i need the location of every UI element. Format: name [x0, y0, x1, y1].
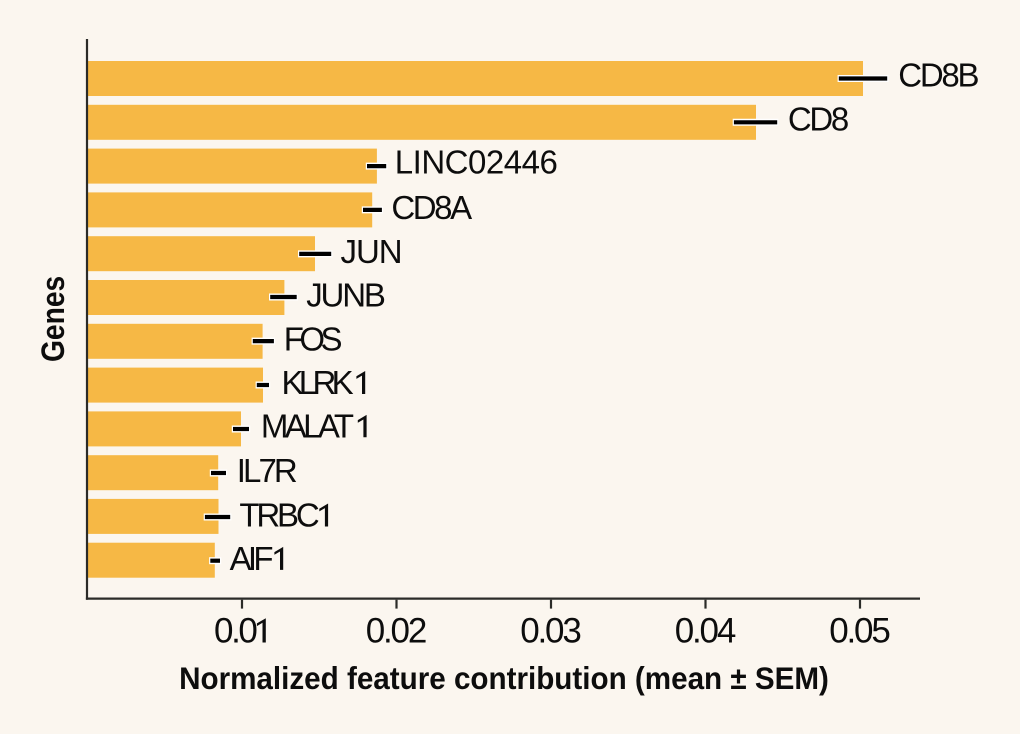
svg-text:MALAT: MALAT: [261, 407, 354, 444]
svg-text:0.02: 0.02: [366, 612, 428, 651]
svg-text:CD8A: CD8A: [391, 189, 472, 226]
svg-text:Genes: Genes: [35, 276, 71, 362]
svg-text:LINC02446: LINC02446: [395, 143, 558, 180]
svg-text:CD8: CD8: [788, 101, 849, 138]
svg-text:JUN: JUN: [341, 233, 403, 270]
svg-text:0.05: 0.05: [829, 612, 891, 651]
svg-text:0.0: 0.0: [214, 612, 258, 651]
svg-text:TRBC: TRBC: [239, 497, 319, 534]
svg-text:0.04: 0.04: [675, 612, 737, 651]
svg-text:CD8B: CD8B: [898, 57, 979, 94]
svg-text:FOS: FOS: [284, 320, 343, 357]
svg-text:Normalized feature contributio: Normalized feature contribution (mean ± …: [179, 660, 829, 696]
svg-text:JUNB: JUNB: [306, 277, 386, 314]
svg-text:KLRK: KLRK: [282, 364, 354, 401]
svg-text:IL7R: IL7R: [237, 452, 298, 489]
svg-text:0.03: 0.03: [520, 612, 582, 651]
svg-text:AIF: AIF: [230, 540, 274, 577]
